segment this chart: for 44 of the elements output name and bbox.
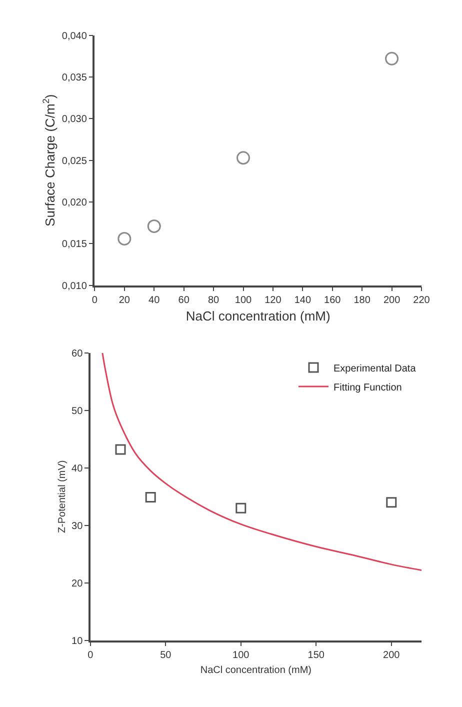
x-tick-label: 0: [88, 650, 94, 662]
y-tick-label: 0,010: [62, 280, 88, 292]
point: [385, 52, 399, 66]
y-axis-title: Z-Potential (mV): [57, 460, 68, 534]
y-tick-label: 0,040: [62, 30, 88, 42]
legend-label: Fitting Function: [334, 382, 402, 394]
x-tick-label: 150: [308, 650, 325, 662]
y-tick-label: 0,015: [62, 239, 88, 250]
x-tick-label: 20: [118, 295, 130, 306]
line-series: [102, 353, 422, 571]
point: [145, 492, 156, 502]
y-tick-label: 40: [72, 463, 84, 474]
x-tick-label: 0: [92, 295, 98, 306]
x-tick-label: 200: [383, 650, 400, 662]
x-tick-label: 180: [354, 295, 371, 306]
y-tick-label: 0,020: [62, 198, 88, 209]
x-tick-label: 160: [324, 295, 342, 306]
point: [236, 151, 250, 165]
y-tick-label: 0,035: [62, 72, 88, 84]
x-axis-title: NaCl concentration (mM): [200, 665, 312, 676]
y-tick-label: 0,025: [62, 156, 88, 167]
legend-label: Experimental Data: [334, 363, 416, 374]
x-tick-label: 120: [264, 295, 282, 306]
y-tick-label: 10: [72, 636, 84, 647]
y-tick-label: 50: [72, 406, 84, 417]
x-tick-label: 220: [413, 295, 430, 306]
x-tick-label: 140: [294, 295, 312, 306]
x-tick-label: 50: [160, 650, 172, 662]
y-tick-label: 30: [72, 520, 84, 532]
x-tick-label: 100: [234, 295, 252, 306]
x-tick-label: 60: [178, 295, 190, 306]
point: [236, 502, 246, 514]
point: [147, 219, 161, 233]
y-tick-label: 20: [72, 578, 84, 590]
x-axis-title: NaCl concentration (mM): [186, 308, 330, 324]
y-tick-label: 60: [72, 348, 84, 360]
point: [386, 497, 397, 508]
x-tick-label: 80: [208, 295, 220, 306]
x-tick-label: 200: [383, 295, 401, 306]
point: [118, 232, 132, 246]
x-tick-label: 40: [148, 295, 160, 306]
y-tick-label: 0,030: [62, 114, 88, 126]
point: [115, 444, 126, 455]
x-tick-label: 100: [232, 650, 250, 662]
